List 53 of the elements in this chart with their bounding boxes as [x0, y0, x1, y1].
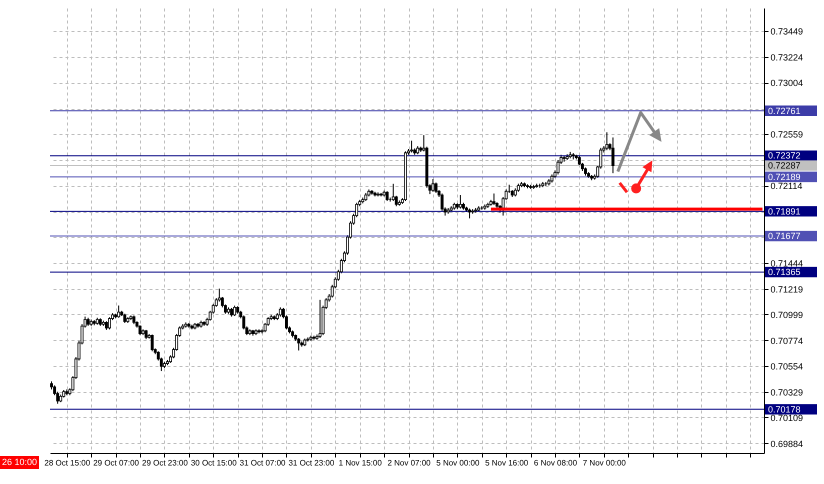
- y-tick-label: 0.70109: [770, 412, 804, 423]
- candlestick: [431, 178, 434, 192]
- candlestick: [144, 329, 148, 340]
- candlestick: [556, 159, 560, 175]
- x-tick-label: 30 Oct 15:00: [190, 458, 238, 468]
- y-tick-label: 0.73224: [770, 52, 804, 63]
- candlestick: [318, 299, 322, 338]
- ref-line-label: 0.72287: [768, 160, 801, 171]
- ref-line-label: 0.71365: [768, 267, 801, 278]
- y-tick-label: 0.70999: [770, 310, 804, 320]
- ref-line-label: 0.72372: [768, 150, 801, 161]
- ref-line-label: 0.71677: [768, 231, 801, 242]
- candlestick: [233, 305, 236, 317]
- y-tick-label: 0.72114: [770, 181, 802, 192]
- candlestick: [117, 305, 120, 318]
- x-tick-label: 28 Oct 15:00: [44, 458, 91, 468]
- candlestick: [605, 132, 608, 151]
- candlestick: [440, 193, 444, 212]
- x-tick-label: 31 Oct 23:00: [288, 458, 335, 468]
- x-tick-label: 31 Oct 07:00: [240, 458, 286, 468]
- x-tick-label: 29 Oct 23:00: [142, 458, 188, 468]
- x-tick-label: 1 Nov 15:00: [338, 458, 382, 468]
- y-tick-label: 0.72559: [770, 130, 804, 140]
- y-tick-label: 0.73449: [770, 26, 804, 37]
- candlestick: [392, 183, 395, 202]
- candlestick: [434, 182, 438, 194]
- x-tick-label: 2 Nov 07:00: [387, 458, 432, 468]
- candlestick: [458, 194, 462, 210]
- y-tick-label: 0.70774: [770, 336, 804, 346]
- ref-line-label: 0.70178: [768, 404, 801, 414]
- x-tick-label: 6 Nov 08:00: [534, 458, 578, 468]
- y-tick-label: 0.73004: [770, 78, 804, 88]
- x-tick-label: 5 Nov 16:00: [485, 458, 529, 468]
- candlestick: [410, 140, 414, 153]
- y-tick-label: 0.71219: [770, 284, 804, 294]
- x-tick-label: 7 Nov 00:00: [582, 458, 626, 468]
- x-tick-label: 5 Nov 00:00: [436, 458, 480, 468]
- y-tick-label: 0.70329: [770, 387, 804, 398]
- candlestick: [108, 316, 111, 330]
- ref-line-label: 0.72761: [768, 106, 801, 116]
- x-tick-label: 29 Oct 07:00: [93, 458, 140, 468]
- ref-line-label: 0.72189: [768, 172, 801, 182]
- candlestick: [386, 190, 389, 202]
- candlestick: [492, 193, 496, 206]
- candlestick: [611, 136, 614, 174]
- y-tick-label: 0.70554: [770, 361, 804, 372]
- text: 26 10:00: [0, 456, 40, 469]
- y-tick-label: 0.69884: [770, 438, 804, 449]
- candlestick: [278, 306, 282, 318]
- candlestick: [297, 337, 300, 351]
- candlestick: [468, 208, 472, 219]
- ref-line-label: 0.71891: [768, 206, 801, 216]
- y-tick-label: 0.71444: [770, 258, 804, 268]
